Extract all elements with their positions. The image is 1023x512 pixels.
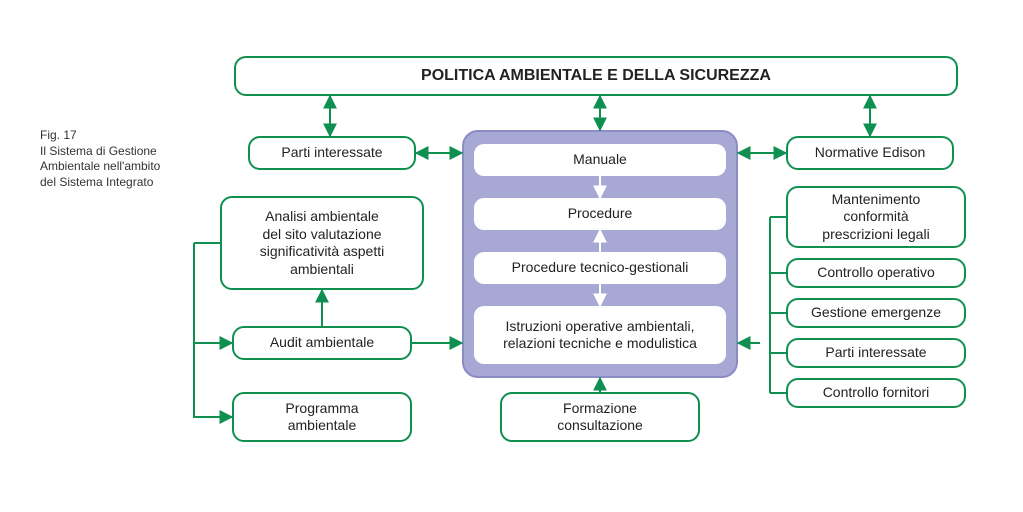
caption-line: Ambientale nell'ambito [40,159,160,175]
node-parti-interessate: Parti interessate [248,136,416,170]
caption-line: Fig. 17 [40,128,160,144]
node-parti-interessate-2: Parti interessate [786,338,966,368]
node-mantenimento: Mantenimentoconformitàprescrizioni legal… [786,186,966,248]
node-analisi-ambientale: Analisi ambientaledel sito valutazionesi… [220,196,424,290]
node-audit-ambientale: Audit ambientale [232,326,412,360]
center-manuale: Manuale [474,144,726,176]
node-programma: Programmaambientale [232,392,412,442]
node-gestione-emergenze: Gestione emergenze [786,298,966,328]
center-istruzioni: Istruzioni operative ambientali,relazion… [474,306,726,364]
node-formazione: Formazioneconsultazione [500,392,700,442]
node-controllo-operativo: Controllo operativo [786,258,966,288]
center-procedure-tg: Procedure tecnico-gestionali [474,252,726,284]
figure-caption: Fig. 17 Il Sistema di Gestione Ambiental… [40,128,160,190]
caption-line: del Sistema Integrato [40,175,160,191]
caption-line: Il Sistema di Gestione [40,144,160,160]
node-normative-edison: Normative Edison [786,136,954,170]
node-controllo-fornitori: Controllo fornitori [786,378,966,408]
center-procedure: Procedure [474,198,726,230]
node-politica: POLITICA AMBIENTALE E DELLA SICUREZZA [234,56,958,96]
